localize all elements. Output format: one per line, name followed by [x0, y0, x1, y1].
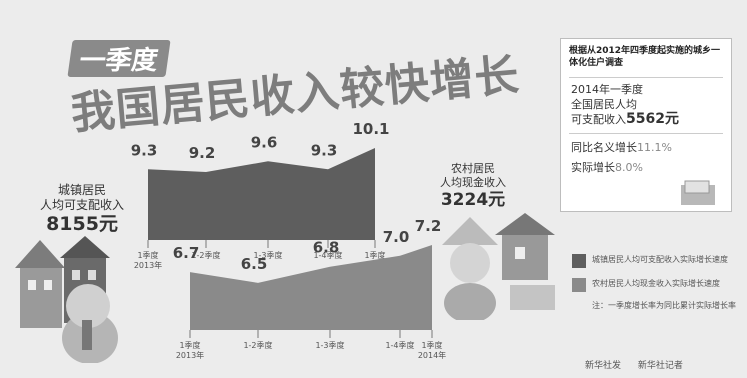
tick-label: 1-2季度 — [243, 340, 272, 350]
legend-swatch-rural — [572, 278, 586, 292]
area-fill-1 — [190, 245, 432, 330]
rural-label-line1: 农村居民 — [451, 162, 495, 175]
tick-label: 1季度 2013年 — [134, 250, 162, 270]
tick-label: 1-2季度 — [191, 250, 220, 260]
income-label: 可支配收入 — [571, 113, 626, 126]
data-label: 7.2 — [415, 217, 442, 235]
tick-label: 1-4季度 — [385, 340, 414, 350]
data-label: 6.7 — [173, 244, 200, 262]
rural-amount: 3224元 — [440, 190, 506, 210]
legend: 城镇居民人均可支配收入实际增长速度 农村居民人均现金收入实际增长速度 注：一季度… — [572, 254, 737, 311]
house-figure-right-icon — [442, 213, 555, 320]
legend-label-rural: 农村居民人均现金收入实际增长速度 — [592, 279, 720, 288]
nominal-growth-value: 11.1% — [637, 141, 672, 154]
info-panel: 根据从2012年四季度起实施的城乡一体化住户调查 2014年一季度 全国居民人均… — [560, 38, 732, 212]
tick-label: 1-4季度 — [313, 250, 342, 260]
info-panel-header: 根据从2012年四季度起实施的城乡一体化住户调查 — [569, 46, 721, 68]
legend-swatch-urban — [572, 254, 586, 268]
area-fill-0 — [148, 148, 375, 240]
urban-label-block: 城镇居民 人均可支配收入 8155元 — [40, 183, 124, 235]
nominal-growth-label: 同比名义增长 — [571, 141, 637, 154]
real-growth-value: 8.0% — [615, 161, 643, 174]
wallet-icon — [681, 180, 715, 205]
urban-label-line2: 人均可支配收入 — [40, 198, 125, 212]
urban-label-line1: 城镇居民 — [58, 183, 107, 197]
urban-amount: 8155元 — [46, 213, 118, 235]
income-value: 5562元 — [626, 111, 679, 127]
legend-item-urban: 城镇居民人均可支配收入实际增长速度 — [572, 254, 737, 268]
footer-source: 新华社发 — [585, 361, 622, 371]
footer: 新华社发 新华社记者 — [585, 358, 683, 371]
legend-label-urban: 城镇居民人均可支配收入实际增长速度 — [592, 255, 728, 264]
legend-item-rural: 农村居民人均现金收入实际增长速度 — [572, 278, 737, 292]
data-label: 6.5 — [241, 255, 268, 273]
data-label: 9.2 — [189, 144, 216, 162]
tick-label: 1季度 2013年 — [176, 340, 204, 360]
tick-label: 1-3季度 — [253, 250, 282, 260]
real-growth-label: 实际增长 — [571, 161, 615, 174]
data-label: 7.0 — [383, 228, 410, 246]
data-label: 10.1 — [352, 120, 389, 138]
data-label: 9.3 — [311, 141, 338, 159]
tick-label: 1-3季度 — [315, 340, 344, 350]
rural-chart: 6.7 6.5 6.8 7.0 7.2 1季度 2013年 1-2季度 1-3季度 1-4季度 1季… — [173, 217, 446, 360]
info-subtitle-1: 2014年一季度 — [571, 83, 643, 96]
rural-label-line2: 人均现金收入 — [440, 176, 506, 189]
data-label: 9.3 — [131, 141, 158, 159]
legend-note: 注：一季度增长率为同比累计实际增长率 — [592, 301, 736, 310]
rural-label-block: 农村居民 人均现金收入 3224元 — [440, 162, 506, 210]
data-label: 9.6 — [251, 133, 278, 151]
data-label: 6.8 — [313, 239, 340, 257]
house-figure-left-icon — [15, 236, 118, 363]
info-subtitle-2: 全国居民人均 — [571, 98, 637, 111]
footer-credit: 新华社记者 — [637, 361, 683, 371]
